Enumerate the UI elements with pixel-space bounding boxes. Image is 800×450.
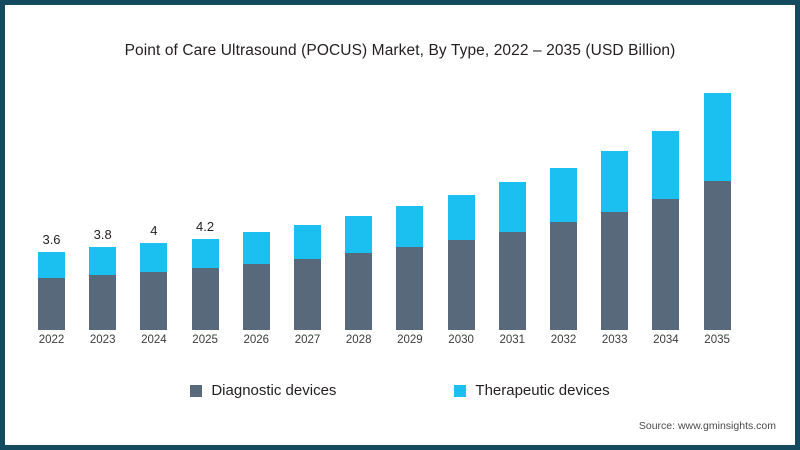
bar-segment-therapeutic[interactable] [652,131,680,200]
bar-segment-therapeutic[interactable] [550,168,577,223]
x-tick-label: 2033 [601,334,628,346]
bar-stack[interactable] [498,182,526,330]
bar-value-label: 3.6 [42,231,61,247]
legend-swatch-icon [190,384,203,397]
bar-stack[interactable] [345,215,373,330]
x-tick-label: 2031 [499,334,526,346]
x-tick-label: 2022 [38,334,65,346]
bar-segment-diagnostic[interactable] [242,263,270,330]
legend-entry[interactable]: Diagnostic devices [190,382,336,399]
bar-segment-diagnostic[interactable] [652,199,680,330]
bar-group [242,232,270,330]
bar-group [601,150,629,330]
x-tick-label: 2035 [704,334,730,346]
bar-segment-therapeutic[interactable] [345,215,373,254]
x-tick-label: 2030 [448,334,474,346]
bar-value-label: 4 [150,223,158,239]
x-tick-label: 2034 [653,334,679,346]
x-tick-label: 2032 [550,334,577,346]
legend-swatch-icon [454,384,467,397]
bar-segment-diagnostic[interactable] [498,231,526,330]
bar-segment-diagnostic[interactable] [89,275,117,330]
bar-segment-therapeutic[interactable] [447,195,475,240]
bar-segment-diagnostic[interactable] [601,211,629,330]
bar-segment-diagnostic[interactable] [345,253,373,330]
x-tick-label: 2028 [345,334,372,346]
bar-segment-therapeutic[interactable] [191,238,219,269]
bar-group [550,168,577,330]
x-tick-label: 2026 [243,334,270,346]
bar-stack[interactable] [652,131,680,330]
plot-area: 3.6 3.8 4 4.2 [30,80,770,330]
bar-value-label: 3.8 [93,227,112,243]
bar-group: 3.6 [38,232,65,330]
bar-group [294,224,321,330]
bar-stack[interactable] [550,168,577,330]
bar-segment-therapeutic[interactable] [498,182,526,232]
bar-segment-therapeutic[interactable] [89,247,117,275]
bar-group [447,195,475,330]
bar-segment-diagnostic[interactable] [191,268,219,330]
bar-group [498,182,526,330]
bar-group [652,131,680,330]
bar-segment-diagnostic[interactable] [38,278,65,330]
bar-stack[interactable] [38,251,65,330]
x-tick-label: 2027 [294,334,321,346]
x-tick-label: 2023 [89,334,116,346]
bar-segment-therapeutic[interactable] [396,206,424,247]
bar-segment-diagnostic[interactable] [447,240,475,330]
legend-entry[interactable]: Therapeutic devices [454,382,610,399]
bar-value-label: 4.2 [196,218,215,234]
bar-stack[interactable] [447,195,475,330]
bar-group [345,215,373,330]
chart-legend: Diagnostic devices Therapeutic devices [0,382,800,399]
bar-stack[interactable] [140,243,168,330]
bar-stack[interactable] [601,150,629,330]
bar-group: 4 [140,223,168,330]
bar-segment-therapeutic[interactable] [242,232,270,264]
source-attribution: Source: www.gminsights.com [638,420,776,432]
bar-segment-therapeutic[interactable] [38,251,65,279]
x-tick-label: 2025 [192,334,218,346]
bar-segment-therapeutic[interactable] [140,243,168,272]
bar-group [396,206,424,330]
x-tick-label: 2024 [141,334,167,346]
bar-segment-diagnostic[interactable] [550,222,577,330]
bar-stack[interactable] [294,224,321,330]
bar-group [703,93,731,330]
bar-stack[interactable] [703,93,731,330]
bar-stack[interactable] [242,232,270,330]
bar-segment-therapeutic[interactable] [703,93,731,182]
bar-stack[interactable] [89,247,117,330]
bar-segment-diagnostic[interactable] [396,246,424,330]
chart-title: Point of Care Ultrasound (POCUS) Market,… [124,42,676,59]
bar-segment-diagnostic[interactable] [294,258,321,330]
bar-group: 3.8 [89,227,117,330]
bar-group: 4.2 [191,219,219,330]
bar-stack[interactable] [396,206,424,330]
x-tick-label: 2029 [397,334,423,346]
bar-segment-diagnostic[interactable] [140,271,168,330]
x-axis: 2022 2023 2024 2025 2026 2027 2028 2029 2030 2031… [30,334,770,354]
bar-segment-therapeutic[interactable] [294,224,321,259]
bar-stack[interactable] [191,238,219,330]
bar-segment-therapeutic[interactable] [601,150,629,212]
bar-segment-diagnostic[interactable] [703,181,731,330]
legend-label: Diagnostic devices [211,382,337,399]
legend-label: Therapeutic devices [475,382,610,399]
